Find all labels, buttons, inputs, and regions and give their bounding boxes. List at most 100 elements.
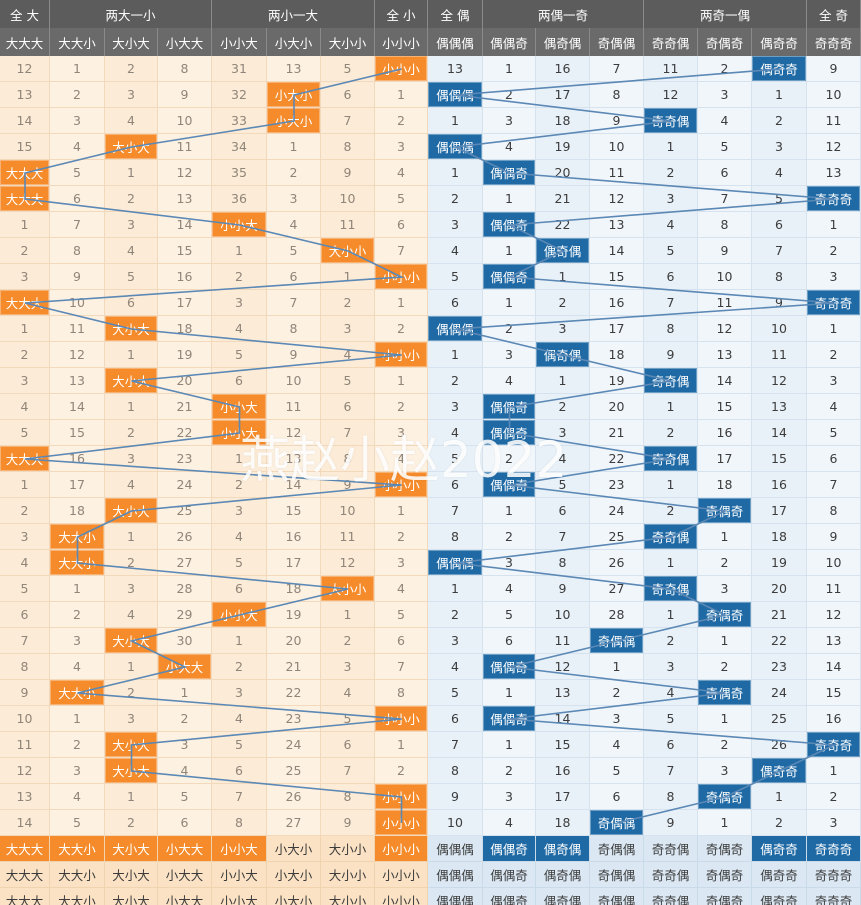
parity-hit-mark: 偶偶奇 xyxy=(483,160,536,186)
omission-count: 4 xyxy=(50,784,105,810)
omission-count: 11 xyxy=(321,212,375,238)
omission-count: 2 xyxy=(0,498,50,524)
omission-count: 5 xyxy=(105,264,158,290)
omission-count: 5 xyxy=(375,602,428,628)
size-hit-mark: 大大小 xyxy=(50,524,105,550)
size-hit-mark: 小小小 xyxy=(375,706,428,732)
footer-pattern: 小小大 xyxy=(212,888,267,905)
omission-count: 7 xyxy=(321,758,375,784)
omission-count: 2 xyxy=(698,732,752,758)
omission-count: 17 xyxy=(267,550,321,576)
omission-count: 1 xyxy=(483,238,536,264)
parity-hit-mark: 奇奇偶 xyxy=(644,576,698,602)
omission-count: 1 xyxy=(698,524,752,550)
omission-count: 22 xyxy=(590,446,644,472)
omission-count: 2 xyxy=(375,394,428,420)
omission-count: 9 xyxy=(321,160,375,186)
omission-count: 4 xyxy=(807,394,861,420)
omission-count: 5 xyxy=(536,472,590,498)
omission-count: 4 xyxy=(428,654,483,680)
omission-count: 2 xyxy=(321,290,375,316)
omission-count: 2 xyxy=(483,446,536,472)
omission-count: 3 xyxy=(375,134,428,160)
omission-count: 12 xyxy=(698,316,752,342)
omission-count: 5 xyxy=(752,186,807,212)
footer-pattern: 大大小 xyxy=(50,836,105,862)
omission-count: 16 xyxy=(158,264,212,290)
footer-pattern: 偶偶奇 xyxy=(483,836,536,862)
omission-count: 12 xyxy=(321,550,375,576)
omission-count: 15 xyxy=(807,680,861,706)
omission-count: 5 xyxy=(698,134,752,160)
omission-count: 28 xyxy=(590,602,644,628)
footer-pattern: 偶奇偶 xyxy=(536,836,590,862)
omission-count: 2 xyxy=(698,654,752,680)
omission-count: 10 xyxy=(428,810,483,836)
omission-count: 8 xyxy=(321,784,375,810)
omission-count: 3 xyxy=(807,368,861,394)
omission-count: 20 xyxy=(536,160,590,186)
omission-count: 5 xyxy=(50,160,105,186)
pattern-header: 奇奇奇 xyxy=(807,28,861,56)
omission-count: 6 xyxy=(212,576,267,602)
omission-count: 5 xyxy=(428,446,483,472)
footer-pattern: 大大大 xyxy=(0,836,50,862)
omission-count: 3 xyxy=(483,108,536,134)
omission-count: 15 xyxy=(590,264,644,290)
omission-count: 8 xyxy=(590,82,644,108)
omission-count: 3 xyxy=(267,186,321,212)
pattern-header: 大大小 xyxy=(50,28,105,56)
omission-count: 1 xyxy=(698,628,752,654)
omission-count: 10 xyxy=(321,498,375,524)
omission-count: 3 xyxy=(698,82,752,108)
omission-count: 11 xyxy=(321,524,375,550)
parity-hit-mark: 奇奇偶 xyxy=(644,446,698,472)
omission-count: 6 xyxy=(158,810,212,836)
parity-hit-mark: 偶偶奇 xyxy=(483,654,536,680)
omission-count: 16 xyxy=(267,524,321,550)
omission-count: 4 xyxy=(105,472,158,498)
omission-count: 12 xyxy=(50,342,105,368)
omission-count: 8 xyxy=(698,212,752,238)
omission-count: 1 xyxy=(212,238,267,264)
omission-count: 2 xyxy=(644,628,698,654)
omission-count: 6 xyxy=(428,706,483,732)
omission-count: 10 xyxy=(321,186,375,212)
omission-count: 15 xyxy=(0,134,50,160)
omission-count: 7 xyxy=(50,212,105,238)
omission-count: 7 xyxy=(644,758,698,784)
omission-count: 5 xyxy=(644,238,698,264)
parity-hit-mark: 奇奇奇 xyxy=(807,290,861,316)
omission-count: 1 xyxy=(375,498,428,524)
omission-count: 21 xyxy=(158,394,212,420)
omission-count: 1 xyxy=(375,732,428,758)
parity-hit-mark: 奇偶奇 xyxy=(698,498,752,524)
omission-count: 16 xyxy=(807,706,861,732)
size-hit-mark: 小小小 xyxy=(375,472,428,498)
omission-count: 16 xyxy=(50,446,105,472)
omission-count: 18 xyxy=(590,342,644,368)
omission-count: 3 xyxy=(50,108,105,134)
omission-count: 5 xyxy=(50,810,105,836)
footer-pattern: 大大小 xyxy=(50,862,105,888)
size-hit-mark: 大小小 xyxy=(321,238,375,264)
footer-pattern: 大小小 xyxy=(321,836,375,862)
footer-pattern: 小大大 xyxy=(158,888,212,905)
omission-count: 4 xyxy=(105,108,158,134)
omission-count: 3 xyxy=(698,576,752,602)
size-hit-mark: 大大大 xyxy=(0,446,50,472)
omission-count: 26 xyxy=(158,524,212,550)
omission-count: 10 xyxy=(0,706,50,732)
omission-count: 2 xyxy=(698,56,752,82)
omission-count: 5 xyxy=(267,238,321,264)
omission-count: 10 xyxy=(536,602,590,628)
omission-count: 6 xyxy=(644,732,698,758)
omission-count: 13 xyxy=(50,368,105,394)
omission-count: 1 xyxy=(752,784,807,810)
omission-count: 4 xyxy=(0,550,50,576)
omission-count: 10 xyxy=(267,368,321,394)
omission-count: 4 xyxy=(50,134,105,160)
omission-count: 4 xyxy=(428,238,483,264)
omission-count: 6 xyxy=(375,628,428,654)
omission-count: 1 xyxy=(375,290,428,316)
